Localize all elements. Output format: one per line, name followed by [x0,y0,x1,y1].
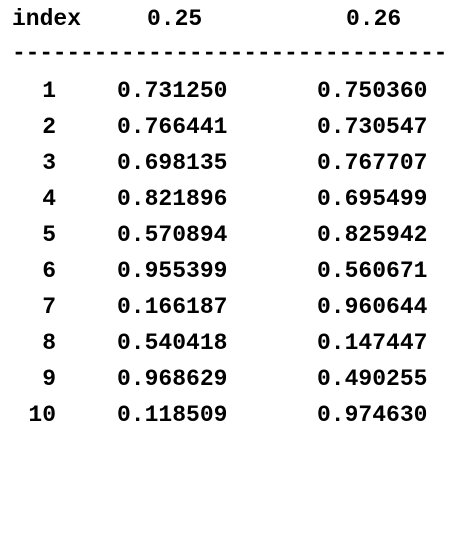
table-row: 3 0.698135 0.767707 [0,148,456,178]
table-row: 2 0.766441 0.730547 [0,112,456,142]
header-rule: -------------------------------- [0,38,456,68]
row-value-1: 0.570894 [117,222,228,248]
row-index: 7 [42,294,56,320]
row-value-2: 0.974630 [317,402,428,428]
row-value-2: 0.960644 [317,294,428,320]
row-value-1: 0.166187 [117,294,228,320]
row-value-2: 0.730547 [317,114,428,140]
row-index: 8 [42,330,56,356]
row-value-2: 0.767707 [317,150,428,176]
table-row: 7 0.166187 0.960644 [0,292,456,322]
header-index: index [12,6,82,32]
row-value-2: 0.825942 [317,222,428,248]
row-value-2: 0.560671 [317,258,428,284]
row-value-1: 0.698135 [117,150,228,176]
row-value-1: 0.821896 [117,186,228,212]
table-row: 9 0.968629 0.490255 [0,364,456,394]
table-row: 8 0.540418 0.147447 [0,328,456,358]
header-column-2: 0.26 [346,6,402,32]
row-value-1: 0.540418 [117,330,228,356]
row-index: 10 [28,402,56,428]
row-value-2: 0.147447 [317,330,428,356]
table-row: 1 0.731250 0.750360 [0,76,456,106]
row-index: 1 [42,78,56,104]
rule-text: -------------------------------- [12,40,448,66]
row-index: 9 [42,366,56,392]
row-value-1: 0.766441 [117,114,228,140]
row-index: 2 [42,114,56,140]
table-row: 5 0.570894 0.825942 [0,220,456,250]
row-value-2: 0.695499 [317,186,428,212]
table-row: 4 0.821896 0.695499 [0,184,456,214]
row-index: 6 [42,258,56,284]
row-value-1: 0.968629 [117,366,228,392]
row-value-1: 0.731250 [117,78,228,104]
row-value-2: 0.750360 [317,78,428,104]
table-row: 10 0.118509 0.974630 [0,400,456,430]
row-index: 4 [42,186,56,212]
text-table: index 0.25 0.26 ------------------------… [0,4,456,430]
header-column-1: 0.25 [147,6,203,32]
row-value-2: 0.490255 [317,366,428,392]
row-index: 3 [42,150,56,176]
table-header-row: index 0.25 0.26 [0,4,456,34]
row-index: 5 [42,222,56,248]
row-value-1: 0.118509 [117,402,228,428]
row-value-1: 0.955399 [117,258,228,284]
table-row: 6 0.955399 0.560671 [0,256,456,286]
